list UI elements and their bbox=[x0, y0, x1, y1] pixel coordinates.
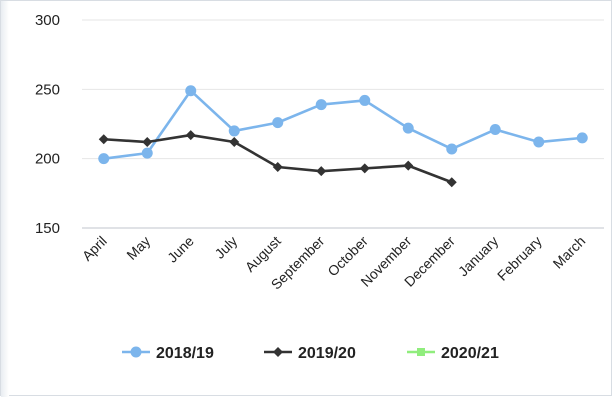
y-tick-label: 250 bbox=[35, 81, 60, 98]
legend-item[interactable]: 2019/20 bbox=[264, 345, 356, 362]
series-line bbox=[103, 89, 583, 160]
legend-label: 2019/20 bbox=[298, 345, 356, 362]
legend-marker bbox=[273, 347, 283, 357]
y-axis: 150 200 250 300 bbox=[35, 12, 60, 237]
data-point[interactable] bbox=[98, 134, 109, 145]
data-point[interactable] bbox=[446, 177, 457, 188]
data-point[interactable] bbox=[315, 99, 327, 111]
x-tick-label: August bbox=[242, 233, 284, 275]
data-point[interactable] bbox=[272, 161, 283, 172]
legend-label: 2018/19 bbox=[156, 345, 214, 362]
data-point[interactable] bbox=[576, 132, 588, 144]
data-point[interactable] bbox=[402, 122, 414, 134]
data-point[interactable] bbox=[228, 125, 240, 137]
data-point[interactable] bbox=[316, 166, 327, 177]
x-tick-label: May bbox=[123, 233, 153, 263]
data-point[interactable] bbox=[185, 130, 196, 141]
x-tick-label: February bbox=[494, 233, 545, 284]
data-point[interactable] bbox=[446, 143, 458, 155]
y-tick-label: 200 bbox=[35, 151, 60, 168]
legend-item[interactable]: 2020/21 bbox=[407, 345, 499, 362]
gridlines bbox=[82, 19, 604, 229]
data-point[interactable] bbox=[98, 153, 110, 165]
x-tick-label: April bbox=[79, 233, 110, 264]
data-point[interactable] bbox=[141, 147, 153, 159]
series-layer bbox=[98, 85, 588, 188]
data-point[interactable] bbox=[359, 163, 370, 174]
data-point[interactable] bbox=[229, 137, 240, 148]
data-point[interactable] bbox=[403, 160, 414, 171]
frame-shadow bbox=[1, 1, 9, 397]
data-point[interactable] bbox=[533, 136, 545, 148]
data-point[interactable] bbox=[272, 117, 284, 129]
x-tick-label: June bbox=[164, 233, 197, 266]
data-point[interactable] bbox=[359, 94, 371, 106]
data-point[interactable] bbox=[489, 124, 501, 136]
x-axis: April May June July AugustSeptemberOctoberNo… bbox=[79, 233, 589, 293]
legend: 2018/19 2019/20 2020/21 bbox=[122, 345, 499, 362]
legend-label: 2020/21 bbox=[441, 345, 499, 362]
legend-marker bbox=[130, 346, 142, 358]
legend-item[interactable]: 2018/19 bbox=[122, 345, 214, 362]
x-tick-label: March bbox=[550, 233, 589, 272]
data-point[interactable] bbox=[185, 85, 197, 97]
y-tick-label: 300 bbox=[35, 12, 60, 29]
data-point[interactable] bbox=[142, 137, 153, 148]
legend-marker bbox=[417, 348, 425, 356]
y-tick-label: 150 bbox=[35, 220, 60, 237]
x-tick-label: July bbox=[211, 233, 240, 262]
